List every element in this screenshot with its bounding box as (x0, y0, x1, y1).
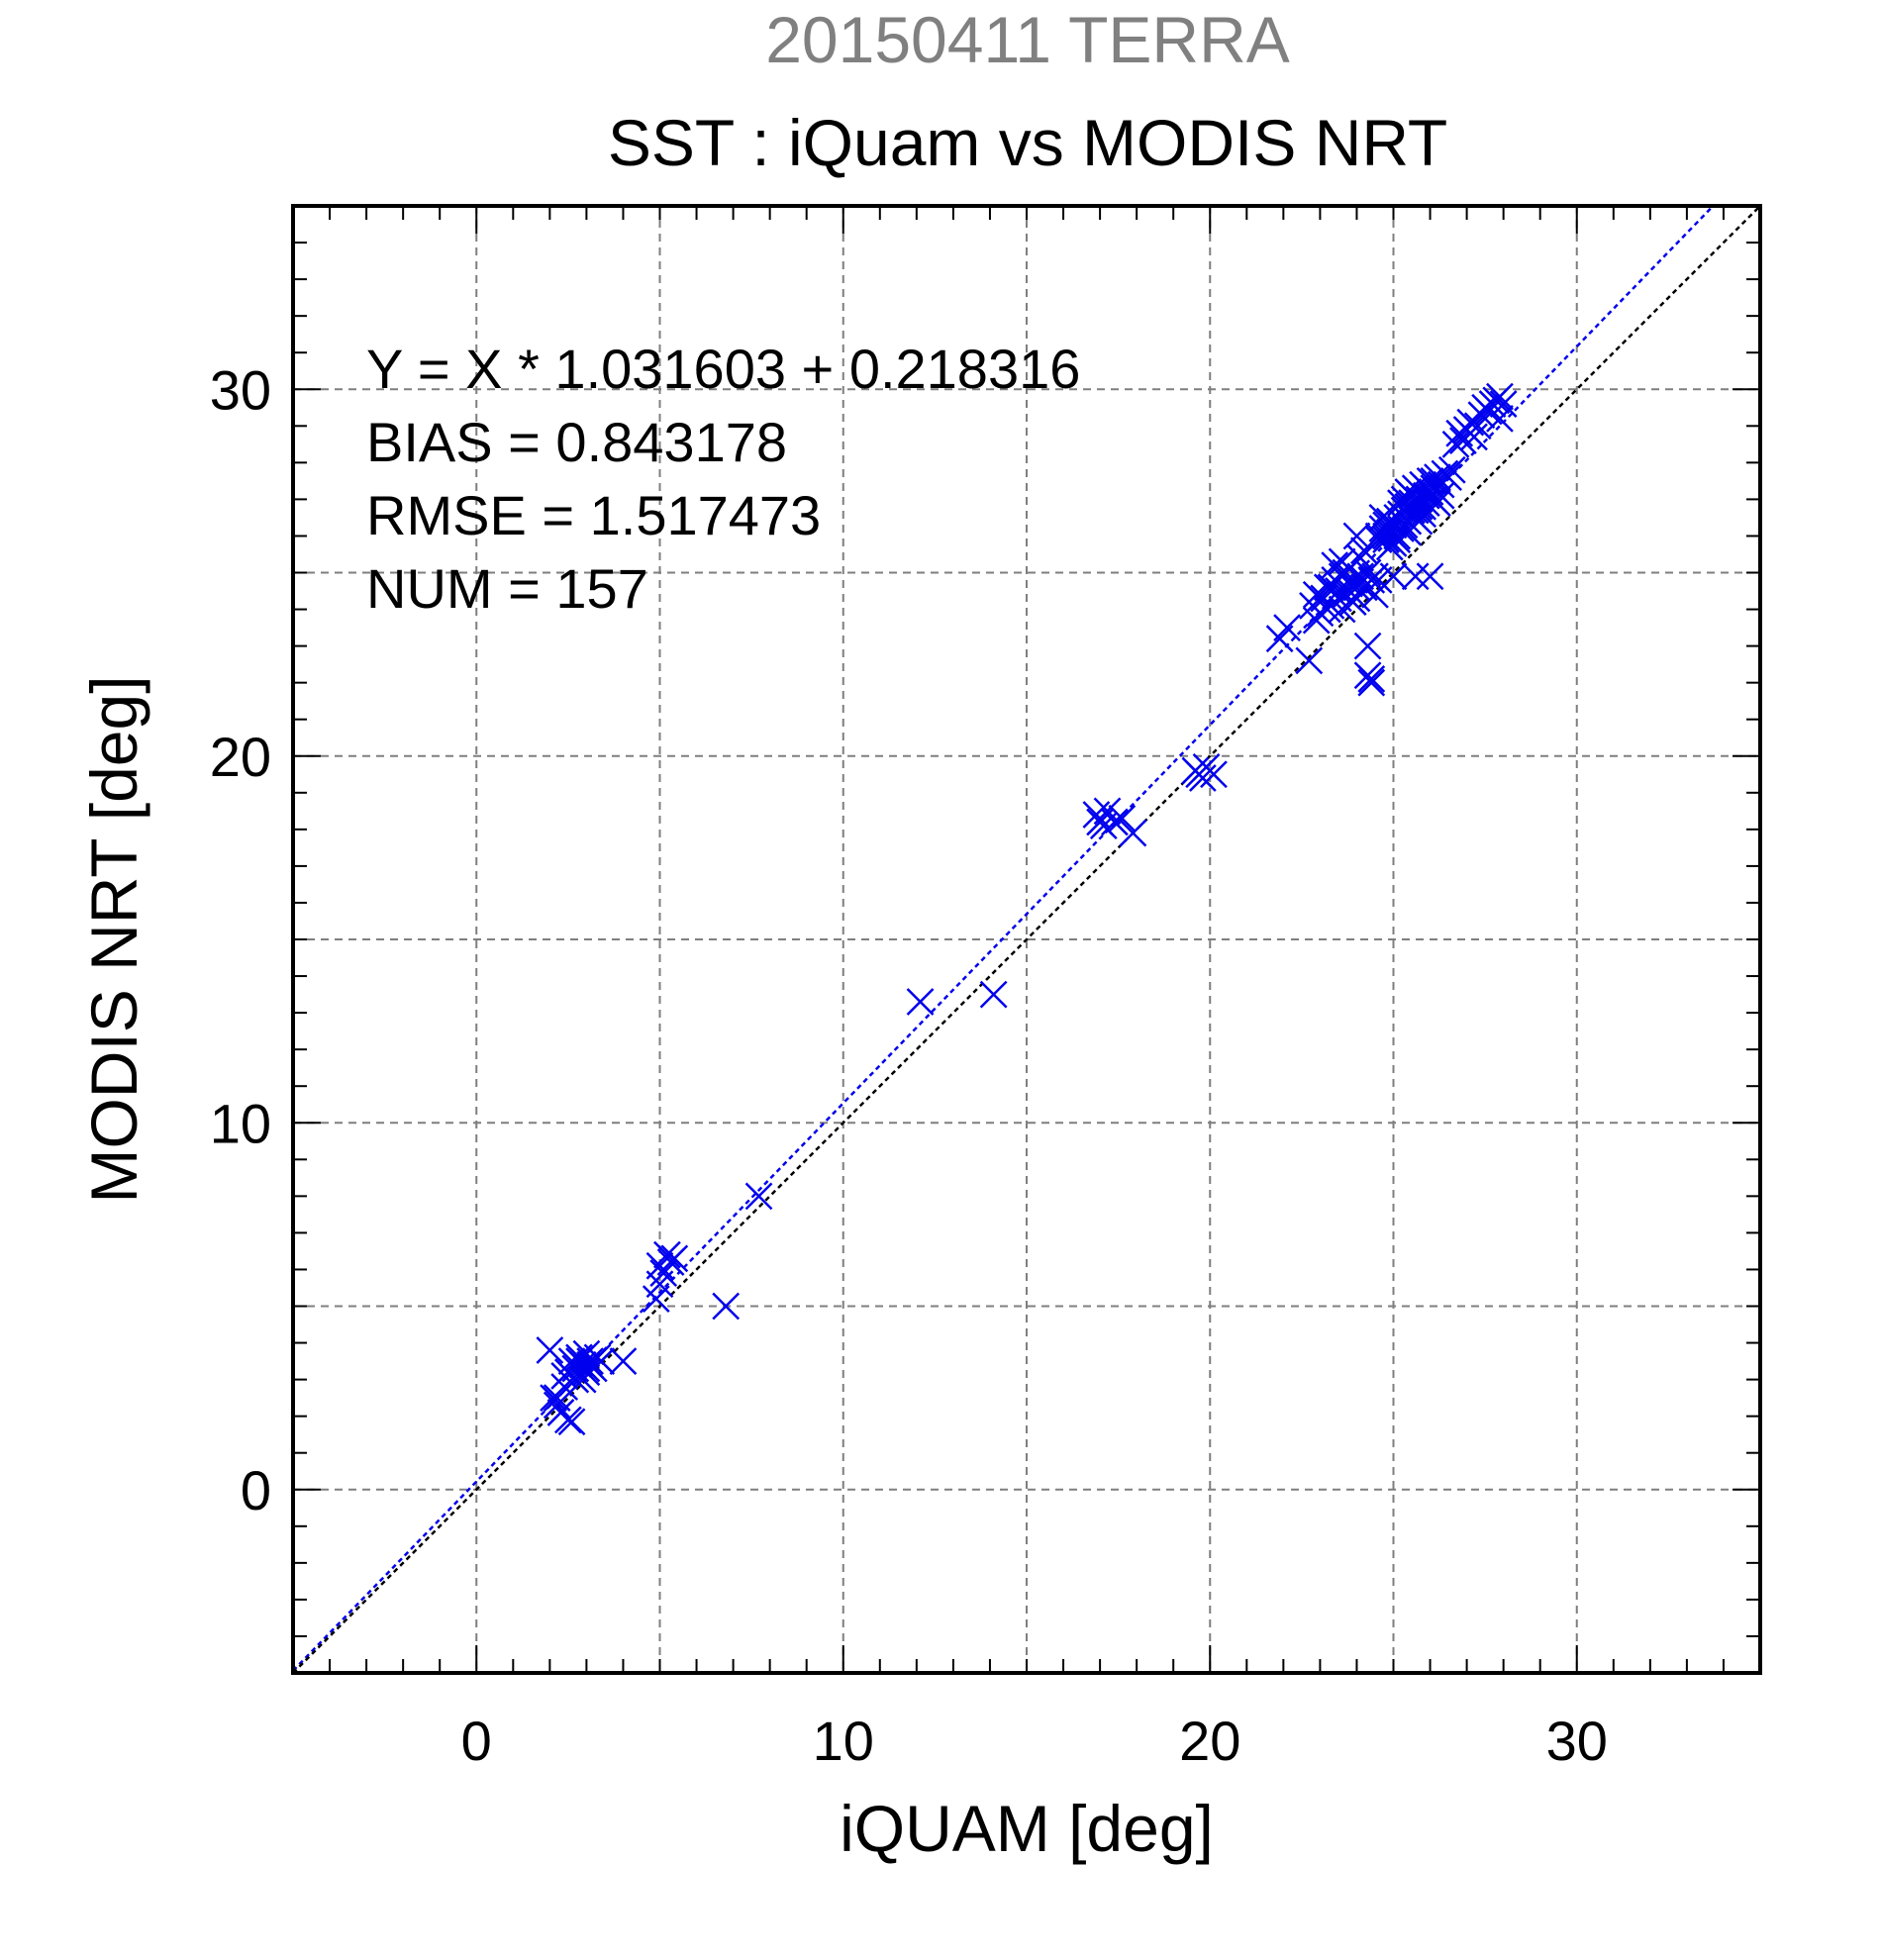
data-point (1273, 614, 1301, 641)
data-point (1401, 562, 1430, 591)
data-point (1437, 455, 1466, 484)
data-point (576, 1347, 604, 1375)
data-point (712, 1292, 741, 1321)
x-tick-label: 0 (461, 1710, 492, 1772)
data-point (1387, 489, 1415, 517)
x-tick-label: 10 (813, 1710, 874, 1772)
data-point (979, 980, 1008, 1009)
stats-annotation: Y = X * 1.031603 + 0.218316 BIAS = 0.843… (366, 338, 1080, 620)
data-point (1336, 577, 1363, 605)
data-point (1416, 466, 1444, 495)
data-point (609, 1347, 638, 1375)
data-point (653, 1240, 681, 1269)
data-point (553, 1406, 582, 1434)
y-tick-label: 30 (210, 358, 271, 421)
data-point (1372, 511, 1400, 539)
data-point (1119, 819, 1147, 847)
data-point (1441, 430, 1470, 458)
data-point (1328, 547, 1356, 576)
data-point (1463, 412, 1492, 441)
regression-line (292, 205, 1715, 1672)
data-point (1357, 665, 1386, 693)
plot-frame (291, 204, 1762, 1675)
grid (293, 206, 1760, 1673)
data-point (1200, 760, 1228, 789)
bias-value: BIAS = 0.843178 (366, 411, 787, 473)
y-tick-label: 20 (210, 726, 271, 788)
data-point (1317, 573, 1345, 602)
data-point (1302, 606, 1331, 635)
data-point (1427, 481, 1455, 510)
data-point (543, 1384, 571, 1413)
x-axis-label: iQUAM [deg] (840, 1792, 1214, 1865)
data-point (1101, 808, 1129, 836)
data-point (1401, 496, 1430, 525)
data-point (744, 1182, 773, 1211)
rmse-value: RMSE = 1.517473 (366, 484, 821, 546)
x-tick-label: 20 (1179, 1710, 1240, 1772)
data-point (1353, 632, 1382, 660)
data-point (1357, 668, 1386, 697)
data-point (543, 1391, 571, 1420)
data-point (572, 1354, 601, 1383)
reference-lines (292, 205, 1761, 1674)
data-point (536, 1336, 564, 1364)
data-point (1486, 382, 1514, 411)
data-point (906, 988, 935, 1016)
data-point (1295, 646, 1324, 675)
one-to-one-line (292, 205, 1761, 1674)
num-value: NUM = 157 (366, 557, 648, 620)
y-axis-label: MODIS NRT [deg] (77, 675, 150, 1203)
data-point (1372, 526, 1400, 554)
chart-title: SST : iQuam vs MODIS NRT (608, 106, 1447, 179)
data-point (557, 1408, 586, 1436)
data-point (1420, 466, 1448, 495)
y-tick-label: 10 (210, 1092, 271, 1154)
data-point (1460, 423, 1488, 451)
data-point (660, 1244, 689, 1273)
data-point (1185, 760, 1214, 789)
data-point (1086, 808, 1114, 836)
data-point (1416, 562, 1444, 591)
data-points (536, 382, 1518, 1436)
axis-ticks: 0 10 20 30 0 10 20 30 (210, 205, 1761, 1772)
chart-subtitle: 20150411 TERRA (765, 3, 1290, 76)
regression-equation: Y = X * 1.031603 + 0.218316 (366, 338, 1080, 400)
y-tick-label: 0 (241, 1459, 271, 1521)
data-point (1489, 390, 1518, 418)
x-tick-label: 30 (1546, 1710, 1608, 1772)
data-point (1357, 566, 1386, 594)
data-point (568, 1365, 597, 1394)
